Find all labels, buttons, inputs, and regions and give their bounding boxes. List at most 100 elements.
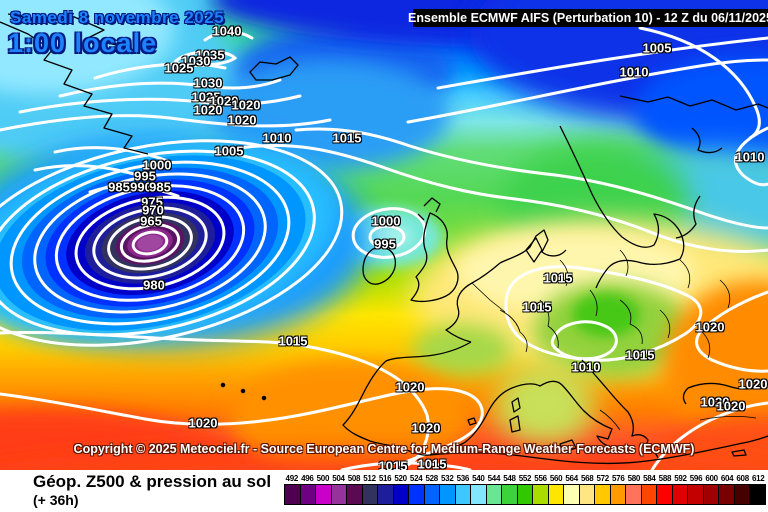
- colorbar-swatch: [750, 485, 765, 504]
- colorbar-tick-label: 588: [658, 474, 672, 483]
- colorbar-tick-label: 604: [720, 474, 734, 483]
- colorbar-tick-label: 560: [549, 474, 563, 483]
- colorbar-tick-label: 596: [689, 474, 703, 483]
- colorbar-tick-label: 536: [456, 474, 470, 483]
- colorbar-tick-label: 552: [518, 474, 532, 483]
- pressure-label: 985: [108, 179, 130, 195]
- colorbar-swatch: [626, 485, 642, 504]
- colorbar-swatch: [672, 485, 689, 504]
- colorbar-swatch: [285, 485, 301, 504]
- pressure-label: 1020: [738, 376, 768, 392]
- colorbar-tick-label: 608: [736, 474, 749, 483]
- colorbar-swatch: [641, 485, 658, 504]
- pressure-label: 995: [374, 236, 396, 252]
- colorbar-tick-label: 496: [301, 474, 314, 483]
- pressure-label: 1030: [193, 75, 223, 91]
- colorbar-swatch: [424, 485, 441, 504]
- pressure-label: 1020: [231, 97, 261, 113]
- pressure-label: 1005: [214, 143, 244, 159]
- pressure-label: 990: [130, 179, 152, 195]
- pressure-label: 980: [143, 277, 165, 293]
- colorbar-tick-label: 500: [316, 474, 330, 483]
- colorbar-swatch: [564, 485, 580, 504]
- pressure-label: 1015: [417, 456, 447, 471]
- local-time-label: 1:00 locale: [8, 28, 158, 58]
- pressure-label: 965: [140, 213, 162, 229]
- colorbar-tick-label: 612: [751, 474, 765, 483]
- pressure-label: 1020: [695, 319, 725, 335]
- pressure-label: 1000: [371, 213, 401, 229]
- colorbar-tick-label: 572: [596, 474, 609, 483]
- coastlines: [0, 13, 768, 465]
- colorbar-swatch: [703, 485, 720, 504]
- pressure-label: 1035: [195, 47, 225, 63]
- colorbar-tick-label: 540: [472, 474, 485, 483]
- pressure-label: 1040: [212, 23, 242, 39]
- pressure-label: 995: [134, 168, 156, 184]
- pressure-label: 1015: [278, 333, 308, 349]
- colorbar-tick-label: 548: [503, 474, 516, 483]
- pressure-label: 1020: [227, 112, 257, 128]
- pressure-label: 1010: [262, 130, 292, 146]
- pressure-label: 1015: [543, 270, 573, 286]
- country-borders: [471, 249, 757, 431]
- colorbar-swatch: [548, 485, 565, 504]
- colorbar-swatch: [440, 485, 456, 504]
- map-canvas: [0, 0, 768, 470]
- colorbar-swatch: [734, 485, 751, 504]
- colorbar-tick-label: 524: [409, 474, 423, 483]
- colorbar-swatch: [471, 485, 487, 504]
- colorbar-tick-label: 528: [425, 474, 438, 483]
- weather-map: 1040 1035 1030 1025 1030 1025 1020 1020 1020 1020…: [0, 0, 768, 470]
- legend-footer: Géop. Z500 & pression au sol (+ 36h) 492…: [0, 470, 768, 512]
- pressure-label: 1010: [619, 64, 649, 80]
- colorbar-tick-label: 568: [580, 474, 594, 483]
- pressure-label: 1025: [164, 60, 194, 76]
- pressure-label: 1020: [395, 379, 425, 395]
- pressure-label: 1010: [571, 359, 601, 375]
- colorbar-swatch: [533, 485, 549, 504]
- pressure-label: 1020: [716, 398, 746, 414]
- pressure-label: 1005: [642, 40, 672, 56]
- colorbar-tick-label: 532: [441, 474, 454, 483]
- colorbar-swatch: [378, 485, 394, 504]
- colorbar-swatch: [393, 485, 410, 504]
- colorbar-swatch: [579, 485, 596, 504]
- geopotential-colorbar: 492 496 500 504 508 512 516 520 524 528 532 536 540 5…: [284, 474, 766, 505]
- colorbar-swatch: [688, 485, 704, 504]
- colorbar-tick-label: 492: [285, 474, 299, 483]
- colorbar-tick-label: 516: [378, 474, 392, 483]
- model-run-bar: Ensemble ECMWF AIFS (Perturbation 10) - …: [408, 9, 768, 27]
- colorbar-swatch: [486, 485, 503, 504]
- colorbar-swatch: [409, 485, 425, 504]
- pressure-label: 1000: [142, 157, 172, 173]
- colorbar-swatch: [719, 485, 735, 504]
- pressure-label: 1020: [411, 420, 441, 436]
- pressure-label: 985: [149, 179, 171, 195]
- colorbar-swatch: [347, 485, 363, 504]
- pressure-label: 1020: [700, 394, 730, 410]
- colorbar-tick-label: 544: [487, 474, 501, 483]
- colorbar-tick-label: 564: [565, 474, 578, 483]
- colorbar-swatch: [331, 485, 348, 504]
- colorbar-swatch: [502, 485, 518, 504]
- pressure-label: 975: [141, 194, 163, 210]
- colorbar-tick-label: 576: [612, 474, 625, 483]
- lead-time: (+ 36h): [33, 492, 79, 508]
- pressure-label: 1010: [735, 149, 765, 165]
- pressure-label: 1020: [188, 415, 218, 431]
- colorbar-swatch: [300, 485, 317, 504]
- date-label: Samedi 8 novembre 2025: [10, 8, 225, 27]
- colorbar-tick-label: 512: [363, 474, 376, 483]
- pressure-label: 1015: [625, 347, 655, 363]
- pressure-label: 1015: [378, 458, 408, 471]
- z500-field: [0, 0, 768, 470]
- pressure-label: 1020: [209, 93, 239, 109]
- colorbar-swatch: [455, 485, 472, 504]
- colorbar-tick-label: 592: [674, 474, 687, 483]
- colorbar-swatch: [362, 485, 379, 504]
- colorbar-tick-label: 584: [643, 474, 656, 483]
- model-run-label: Ensemble ECMWF AIFS (Perturbation 10) - …: [408, 11, 768, 25]
- colorbar-swatch: [517, 485, 534, 504]
- colorbar-swatches: [284, 484, 766, 505]
